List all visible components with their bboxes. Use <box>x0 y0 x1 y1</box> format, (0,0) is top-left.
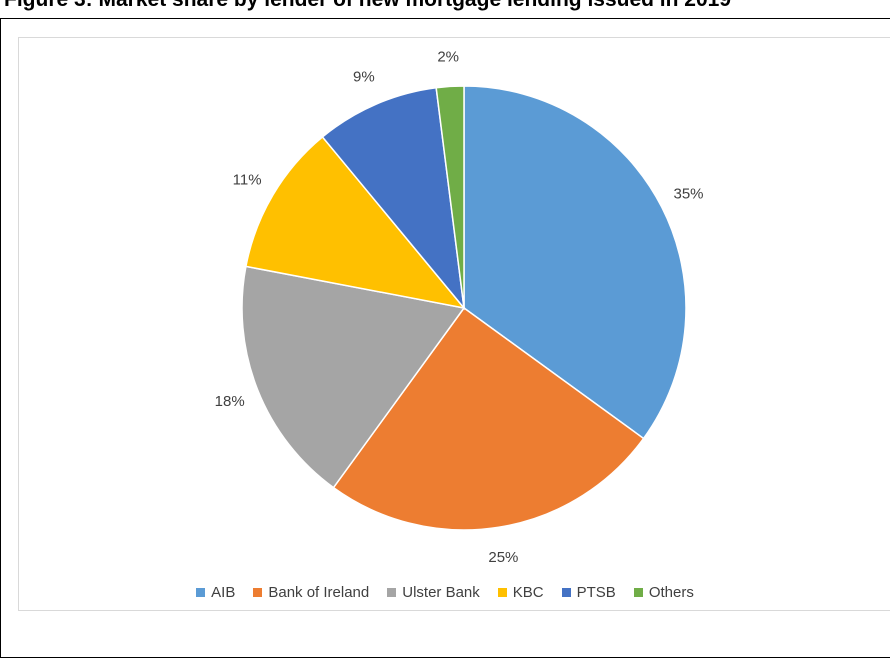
data-label-bank-of-ireland: 25% <box>488 549 518 566</box>
legend-label-ulster-bank: Ulster Bank <box>402 583 480 601</box>
pie-slice-ulster-bank <box>241 265 466 489</box>
legend-label-kbc: KBC <box>512 583 544 601</box>
legend-swatch-ptsb <box>561 587 571 597</box>
legend-swatch-kbc <box>497 587 507 597</box>
legend-label-aib: AIB <box>211 583 236 601</box>
chart-legend: AIB Bank of Ireland Ulster Bank KBC PTSB Othe… <box>0 581 890 603</box>
legend-label-ptsb: PTSB <box>576 583 616 601</box>
legend-item-bank-of-ireland: Bank of Ireland <box>253 584 369 601</box>
pie-slice-aib <box>463 85 687 440</box>
figure-caption-strip: Figure 3: Market share by lender of new … <box>0 0 890 22</box>
pie-slice-bank-of-ireland <box>332 306 645 531</box>
legend-swatch-others <box>633 587 643 597</box>
legend-label-bank-of-ireland: Bank of Ireland <box>268 583 370 601</box>
legend-swatch-aib <box>196 587 206 597</box>
data-label-others: 2% <box>437 49 459 66</box>
legend-item-aib: AIB <box>196 584 235 601</box>
legend-item-ulster-bank: Ulster Bank <box>387 584 480 601</box>
legend-item-ptsb: PTSB <box>561 583 616 601</box>
pie-slice-others <box>435 85 465 309</box>
figure-caption: Figure 3: Market share by lender of new … <box>4 0 731 12</box>
legend-item-kbc: KBC <box>497 583 544 601</box>
legend-item-others: Others <box>633 583 694 601</box>
data-label-ptsb: 9% <box>353 69 375 86</box>
data-label-ulster-bank: 18% <box>215 393 245 410</box>
pie-slice-ptsb <box>321 86 466 311</box>
pie-slice-kbc <box>245 135 466 310</box>
legend-swatch-ulster-bank <box>387 587 397 597</box>
data-label-aib: 35% <box>673 186 703 203</box>
legend-swatch-bank-of-ireland <box>253 587 263 597</box>
legend-label-others: Others <box>648 583 694 601</box>
data-label-kbc: 11% <box>233 172 262 189</box>
